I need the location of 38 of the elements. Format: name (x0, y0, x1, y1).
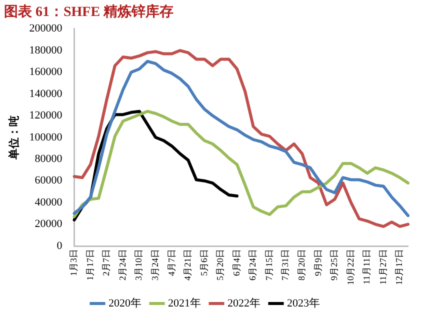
x-tick-label: 5月6日 (198, 249, 209, 276)
x-tick-label: 8月20日 (296, 249, 307, 280)
x-tick-label: 1月17日 (84, 249, 95, 280)
y-tick-label: 40000 (34, 196, 63, 208)
x-tick-label: 4月7日 (166, 249, 176, 276)
x-tick-label: 11月27日 (378, 249, 388, 285)
y-tick-label: 100000 (29, 131, 63, 144)
legend-label: 2023年 (287, 297, 320, 310)
y-tick-label: 120000 (29, 110, 63, 122)
y-axis-title: 单位：吨 (7, 115, 20, 160)
x-tick-label: 2月24日 (117, 249, 128, 280)
y-tick-label: 200000 (29, 22, 63, 35)
x-tick-label: 12月17日 (394, 249, 404, 285)
y-tick-label: 80000 (34, 153, 63, 166)
y-tick-label: 180000 (29, 44, 63, 56)
x-tick-label: 5月20日 (215, 249, 226, 280)
x-tick-label: 7月31日 (280, 249, 290, 280)
x-tick-label: 3月10日 (134, 249, 144, 280)
legend-label: 2022年 (228, 297, 260, 310)
y-tick-label: 140000 (29, 88, 63, 100)
x-tick-label: 6月24日 (248, 249, 258, 280)
x-tick-label: 9月9日 (312, 249, 323, 276)
x-tick-label: 2月7日 (101, 249, 112, 276)
x-tick-label: 9月25日 (329, 249, 340, 280)
x-tick-label: 3月24日 (150, 249, 160, 280)
y-tick-label: 160000 (29, 66, 63, 78)
y-tick-label: 0 (56, 240, 63, 252)
x-tick-label: 4月21日 (182, 249, 193, 280)
x-tick-label: 10月22日 (345, 249, 356, 285)
x-tick-label: 1月3日 (68, 249, 79, 276)
legend-label: 2021年 (168, 297, 201, 310)
legend-label: 2020年 (108, 297, 142, 310)
chart-title: 图表 61：SHFE 精炼锌库存 (4, 3, 174, 20)
x-tick-label: 6月4日 (231, 249, 242, 276)
y-tick-label: 60000 (34, 174, 63, 187)
x-tick-label: 7月15日 (264, 249, 274, 280)
x-tick-label: 11月11日 (362, 249, 372, 284)
y-tick-label: 20000 (34, 218, 63, 230)
